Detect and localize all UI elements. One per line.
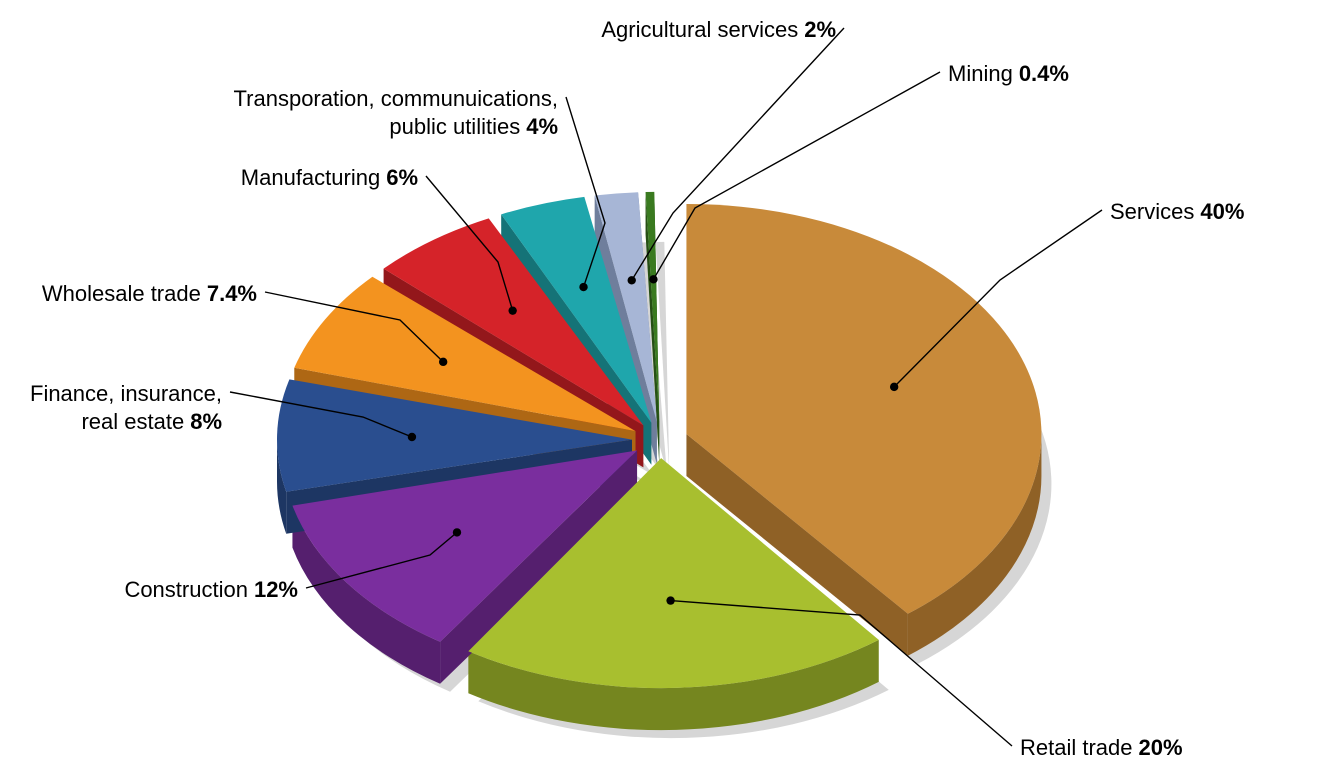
slice-percent: 40% [1200, 199, 1244, 224]
leader-dot [508, 306, 516, 314]
leader-dot [439, 358, 447, 366]
leader-dot [579, 283, 587, 291]
slice-label-line: Retail trade20% [1020, 734, 1183, 762]
slice-label-line: Transporation, communuications, [234, 85, 558, 113]
leader-dot [408, 433, 416, 441]
slice-label-line: Mining0.4% [948, 60, 1069, 88]
slice-label: Transporation, communuications,public ut… [234, 85, 558, 140]
slice-percent: 8% [190, 409, 222, 434]
slice-percent: 0.4% [1019, 61, 1069, 86]
pie-chart-3d: Services40% Retail trade20% Construction12… [0, 0, 1317, 783]
slice-percent: 4% [526, 114, 558, 139]
slice-label: Finance, insurance,real estate8% [30, 380, 222, 435]
slice-label: Mining0.4% [948, 60, 1069, 88]
slice-percent: 2% [804, 17, 836, 42]
slice-label: Construction12% [124, 576, 298, 604]
slice-label: Wholesale trade7.4% [42, 280, 257, 308]
slice-label-line: real estate8% [30, 408, 222, 436]
slice-label-line: Services40% [1110, 198, 1244, 226]
slice-label: Services40% [1110, 198, 1244, 226]
slice-label-line: Finance, insurance, [30, 380, 222, 408]
slice-label: Manufacturing6% [241, 164, 418, 192]
slice-percent: 7.4% [207, 281, 257, 306]
leader-dot [628, 276, 636, 284]
leader-dot [649, 275, 657, 283]
leader-dot [453, 528, 461, 536]
leader-dot [666, 596, 674, 604]
slice-percent: 20% [1139, 735, 1183, 760]
slice-percent: 6% [386, 165, 418, 190]
slice-label-line: public utilities4% [234, 113, 558, 141]
slice-label-line: Wholesale trade7.4% [42, 280, 257, 308]
slice-label: Agricultural services2% [601, 16, 836, 44]
slice-label-line: Manufacturing6% [241, 164, 418, 192]
slice-label: Retail trade20% [1020, 734, 1183, 762]
slice-label-line: Construction12% [124, 576, 298, 604]
leader-dot [890, 383, 898, 391]
slice-label-line: Agricultural services2% [601, 16, 836, 44]
slice-percent: 12% [254, 577, 298, 602]
